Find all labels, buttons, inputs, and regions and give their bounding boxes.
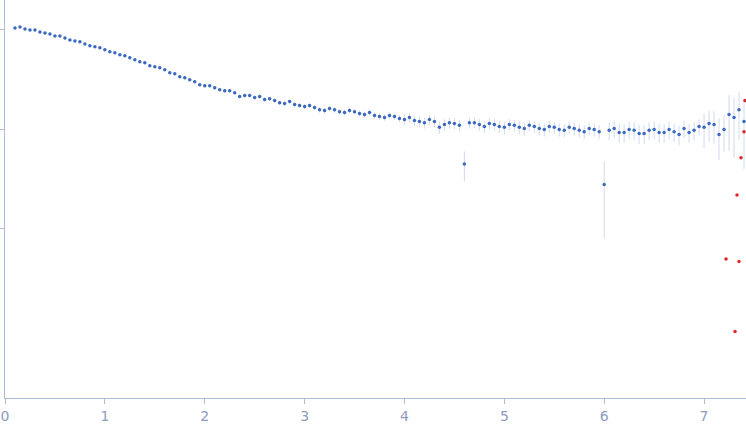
svg-text:0: 0 [1,408,10,424]
svg-text:5: 5 [500,408,509,424]
svg-text:3: 3 [300,408,309,424]
svg-text:7: 7 [700,408,709,424]
svg-text:2: 2 [200,408,209,424]
svg-text:4: 4 [400,408,409,424]
svg-text:6: 6 [600,408,609,424]
svg-text:1: 1 [100,408,109,424]
